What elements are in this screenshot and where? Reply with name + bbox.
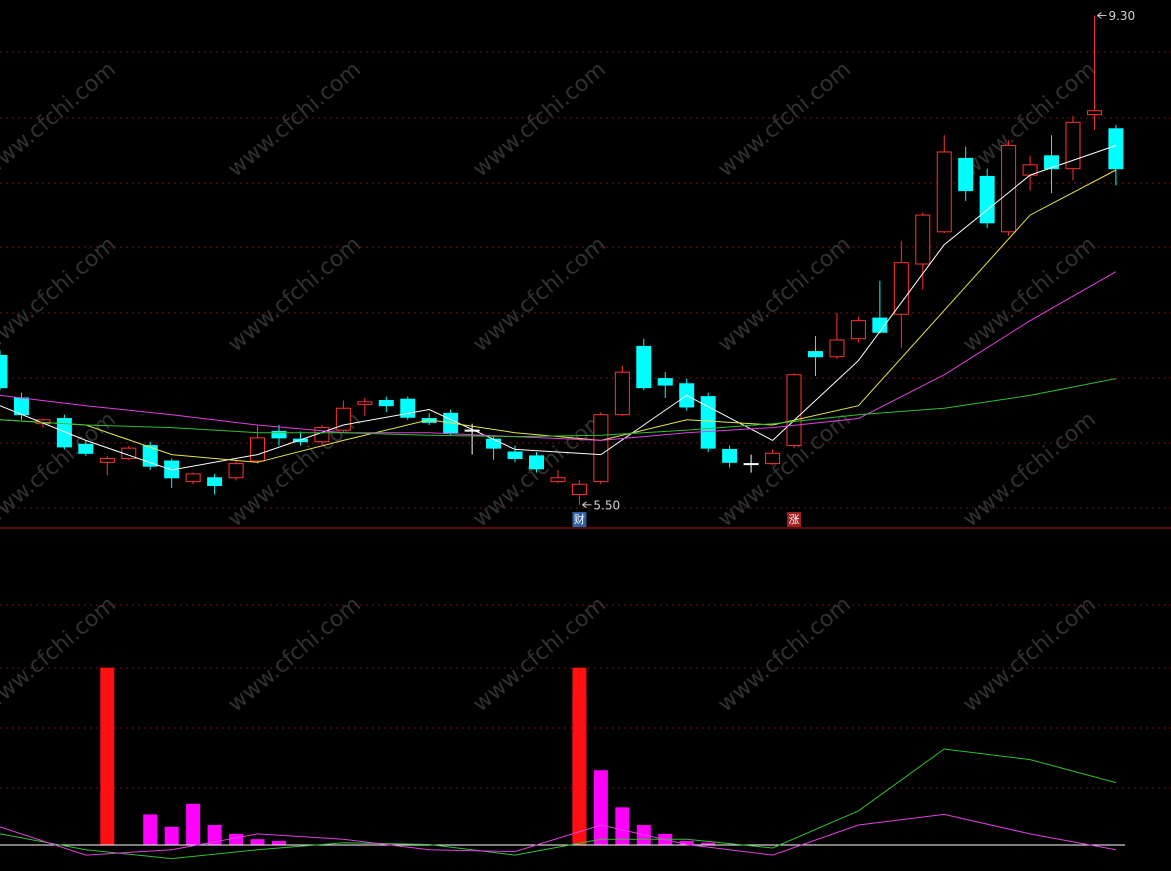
- candle-body: [936, 151, 952, 233]
- candle-body: [292, 438, 308, 443]
- annotation-arrowhead: [1097, 12, 1102, 19]
- bar: [250, 839, 265, 845]
- candle-body: [657, 378, 673, 386]
- bar: [615, 807, 630, 845]
- candle-body: [743, 463, 759, 466]
- bar: [701, 842, 716, 845]
- candle-body: [99, 457, 115, 463]
- watermark: www.cfchi.com: [958, 407, 1100, 532]
- bar: [679, 840, 694, 845]
- candle-body: [1001, 145, 1017, 233]
- candle-body: [915, 214, 931, 265]
- watermark: www.cfchi.com: [713, 57, 855, 182]
- watermark: www.cfchi.com: [223, 232, 365, 357]
- candle-body: [593, 414, 609, 483]
- line-series: [0, 378, 1116, 438]
- bar: [186, 803, 201, 845]
- watermark: www.cfchi.com: [468, 57, 610, 182]
- bar: [229, 833, 244, 845]
- candle-body: [1108, 128, 1124, 170]
- candle-body: [614, 371, 630, 416]
- candle-body: [378, 400, 394, 407]
- watermark: www.cfchi.com: [0, 232, 121, 357]
- bar: [164, 826, 179, 845]
- candle-body: [700, 396, 716, 449]
- candle-body: [0, 354, 8, 389]
- candle-body: [56, 418, 72, 448]
- watermark: www.cfchi.com: [713, 592, 855, 717]
- watermark: www.cfchi.com: [223, 57, 365, 182]
- candle-body: [314, 427, 330, 443]
- bar: [100, 667, 115, 845]
- watermark: www.cfchi.com: [223, 592, 365, 717]
- candle-body: [979, 175, 995, 224]
- annotation-arrowhead: [582, 501, 587, 509]
- event-label: 涨: [789, 513, 800, 526]
- candle-body: [893, 262, 909, 315]
- line-series: [0, 813, 1116, 856]
- annotation-label: 9.30: [1108, 9, 1135, 23]
- line-series: [0, 271, 1117, 441]
- candle-body: [1065, 121, 1081, 170]
- watermark: www.cfchi.com: [713, 232, 855, 357]
- bar: [593, 770, 608, 845]
- watermark: www.cfchi.com: [958, 232, 1100, 357]
- candle-body: [829, 339, 845, 358]
- candle-body: [765, 452, 781, 465]
- candle-body: [529, 455, 544, 470]
- candle-body: [250, 437, 266, 462]
- candle-body: [357, 401, 373, 405]
- watermark: www.cfchi.com: [468, 592, 610, 717]
- candle-body: [78, 443, 94, 454]
- watermark: www.cfchi.com: [713, 407, 855, 532]
- annotation-label: 5.50: [593, 498, 620, 512]
- candle-body: [958, 157, 974, 192]
- candle-body: [464, 429, 480, 432]
- candle-body: [850, 320, 866, 340]
- candle-body: [507, 451, 523, 459]
- candle-body: [228, 463, 244, 479]
- candle-body: [786, 374, 802, 447]
- candle-body: [164, 460, 180, 479]
- bar: [271, 840, 286, 845]
- candle-body: [550, 477, 566, 483]
- candle-body: [571, 483, 587, 496]
- event-label: 财: [574, 512, 585, 526]
- watermarks: www.cfchi.com www.cfchi.com www.cfchi.com w…: [0, 57, 1101, 717]
- candle-body: [1086, 110, 1102, 116]
- bar: [207, 825, 222, 845]
- line-series: [0, 748, 1117, 860]
- candle-body: [636, 345, 652, 389]
- candle-body: [486, 438, 502, 449]
- candle-body: [807, 351, 823, 358]
- candle-body: [722, 448, 738, 463]
- candle-body: [185, 473, 201, 483]
- line-series: [0, 145, 1117, 471]
- candle-body: [1044, 155, 1060, 170]
- candle-body: [207, 477, 223, 487]
- watermark: www.cfchi.com: [958, 592, 1100, 717]
- watermark: www.cfchi.com: [0, 57, 121, 182]
- event-badge: [787, 512, 802, 527]
- watermark: www.cfchi.com: [468, 407, 610, 532]
- bar: [572, 667, 587, 845]
- line-series: [0, 169, 1117, 463]
- candle-body: [271, 430, 287, 439]
- watermark: www.cfchi.com: [468, 232, 610, 357]
- bar: [143, 814, 158, 845]
- event-badge: [572, 512, 587, 527]
